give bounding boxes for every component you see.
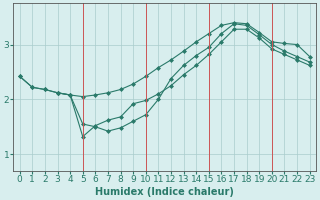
X-axis label: Humidex (Indice chaleur): Humidex (Indice chaleur) (95, 187, 234, 197)
